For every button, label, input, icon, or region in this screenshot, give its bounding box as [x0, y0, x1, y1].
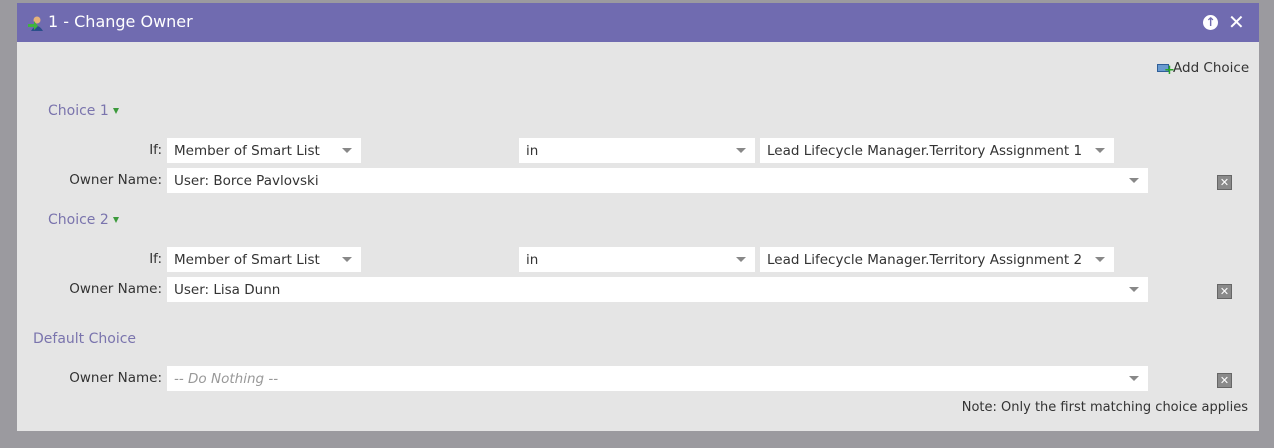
panel-title: 1 - Change Owner — [48, 12, 193, 31]
field-select[interactable]: Member of Smart List — [167, 138, 361, 163]
add-choice-label: Add Choice — [1173, 60, 1250, 76]
chevron-down-icon — [1129, 178, 1139, 183]
add-choice-icon: + — [1157, 61, 1175, 77]
delete-choice-icon[interactable]: ✕ — [1217, 373, 1232, 388]
chevron-down-icon — [1095, 257, 1105, 262]
chevron-down-icon[interactable] — [112, 108, 119, 114]
change-owner-icon — [28, 15, 43, 31]
chevron-down-icon — [1129, 376, 1139, 381]
owner-name-label: Owner Name: — [69, 172, 162, 188]
field-select[interactable]: Member of Smart List — [167, 247, 361, 272]
operator-select[interactable]: in — [519, 247, 755, 272]
value-select[interactable]: Lead Lifecycle Manager.Territory Assignm… — [760, 138, 1114, 163]
owner-name-label: Owner Name: — [69, 370, 162, 386]
default-choice-label: Default Choice — [33, 331, 137, 347]
chevron-down-icon — [736, 148, 746, 153]
arrow-up-circle-icon[interactable]: ↑ — [1203, 15, 1218, 30]
chevron-down-icon — [1095, 148, 1105, 153]
close-icon[interactable]: ✕ — [1228, 10, 1245, 34]
panel-header: 1 - Change Owner ↑ ✕ — [17, 3, 1259, 42]
delete-choice-icon[interactable]: ✕ — [1217, 284, 1232, 299]
chevron-down-icon — [342, 257, 352, 262]
chevron-down-icon — [342, 148, 352, 153]
owner-select[interactable]: User: Lisa Dunn — [167, 277, 1148, 302]
choice-1-header[interactable]: Choice 1 — [48, 103, 119, 119]
owner-select[interactable]: User: Borce Pavlovski — [167, 168, 1148, 193]
value-select[interactable]: Lead Lifecycle Manager.Territory Assignm… — [760, 247, 1114, 272]
chevron-down-icon — [736, 257, 746, 262]
add-choice-button[interactable]: + Add Choice — [1157, 60, 1250, 77]
operator-select[interactable]: in — [519, 138, 755, 163]
default-owner-select[interactable]: -- Do Nothing -- — [167, 366, 1148, 391]
delete-choice-icon[interactable]: ✕ — [1217, 175, 1232, 190]
owner-name-label: Owner Name: — [69, 281, 162, 297]
flow-step-panel: 1 - Change Owner ↑ ✕ + Add Choice Choice … — [17, 3, 1259, 431]
choice-label: Choice 1 — [48, 103, 109, 119]
note-text: Note: Only the first matching choice app… — [961, 400, 1248, 415]
chevron-down-icon — [1129, 287, 1139, 292]
choice-label: Choice 2 — [48, 212, 109, 228]
if-label: If: — [149, 142, 162, 158]
if-label: If: — [149, 251, 162, 267]
choice-2-header[interactable]: Choice 2 — [48, 212, 119, 228]
chevron-down-icon[interactable] — [112, 217, 119, 223]
